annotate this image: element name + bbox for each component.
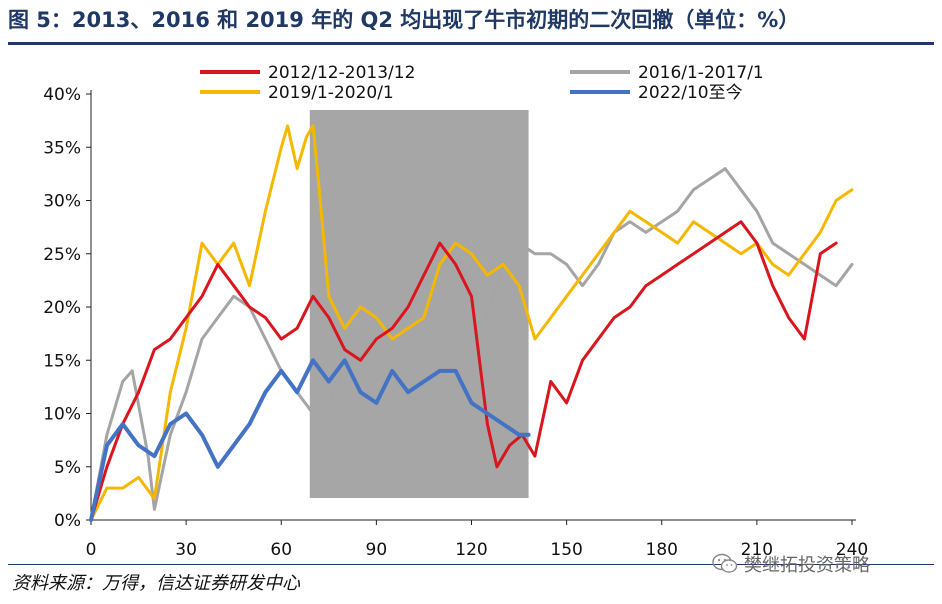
- axes-layer: 0% 5% 10% 15% 20% 25% 30% 35% 40% 0 30 60 90 120 150 18…: [43, 85, 868, 560]
- x-tick-label: 60: [270, 540, 292, 560]
- shaded-region-layer: [309, 110, 529, 498]
- x-tick-label: 150: [550, 540, 582, 560]
- legend-label-3: 2019/1-2020/1: [268, 83, 394, 103]
- y-tick-label: 35%: [43, 138, 81, 158]
- watermark-text: 樊继拓投资策略: [744, 555, 870, 576]
- shaded-region: [309, 110, 529, 498]
- footer-rule: [8, 564, 934, 565]
- legend-layer: 2012/12-2013/12 2016/1-2017/1 2019/1-2020/…: [200, 63, 764, 103]
- chart-title: 图 5：2013、2016 和 2019 年的 Q2 均出现了牛市初期的二次回撤…: [8, 8, 800, 32]
- x-tick-label: 180: [646, 540, 678, 560]
- y-tick-label: 0%: [54, 511, 81, 531]
- series-line-2: [89, 167, 854, 522]
- x-tick-label: 210: [741, 540, 773, 560]
- series-line-1: [89, 220, 838, 522]
- y-tick-label: 30%: [43, 192, 81, 212]
- x-tick-label: 90: [366, 540, 388, 560]
- x-tick-label: 240: [836, 540, 868, 560]
- x-tick-label: 120: [455, 540, 487, 560]
- watermark: 樊继拓投资策略: [712, 548, 922, 580]
- y-tick-label: 5%: [54, 458, 81, 478]
- y-tick-label: 20%: [43, 298, 81, 318]
- y-tick-label: 15%: [43, 351, 81, 371]
- y-tick-label: 40%: [43, 85, 81, 105]
- wechat-icon: [712, 553, 738, 573]
- x-tick-label: 30: [175, 540, 197, 560]
- series-line-4: [89, 358, 531, 522]
- series-layer: [89, 124, 854, 522]
- y-tick-label: 10%: [43, 405, 81, 425]
- y-tick-label: 25%: [43, 245, 81, 265]
- legend-label-1: 2012/12-2013/12: [268, 63, 415, 83]
- title-underline: [8, 42, 934, 45]
- legend-label-4: 2022/10至今: [638, 83, 743, 103]
- source-note: 资料来源：万得，信达证券研发中心: [12, 573, 300, 594]
- x-tick-label: 0: [86, 540, 97, 560]
- line-chart: 0% 5% 10% 15% 20% 25% 30% 35% 40% 0 30 60 90 120 150 18…: [43, 63, 868, 560]
- legend-label-2: 2016/1-2017/1: [638, 63, 764, 83]
